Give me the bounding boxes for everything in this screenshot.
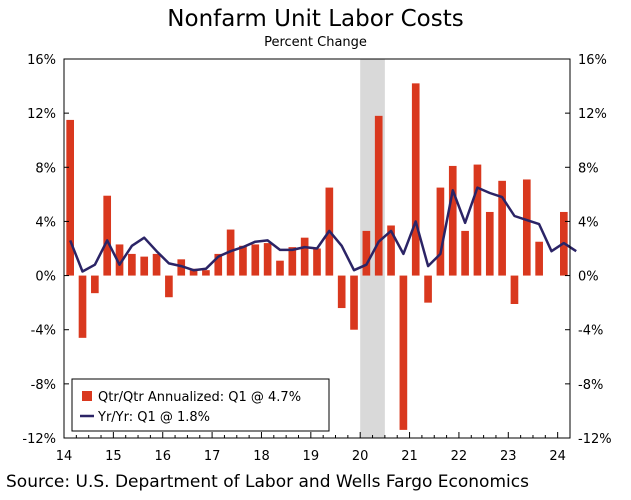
- bar: [399, 275, 408, 430]
- chart-title: Nonfarm Unit Labor Costs: [167, 6, 464, 32]
- x-axis: 14 15 16 17 18 19 20 21 22 23 24: [56, 432, 566, 464]
- bar: [263, 243, 272, 276]
- y-tick-label-left: 12%: [27, 107, 56, 122]
- bar-series: [66, 83, 568, 430]
- bar: [251, 244, 260, 276]
- bar: [78, 275, 87, 338]
- bar: [485, 211, 494, 276]
- bar: [140, 256, 149, 276]
- bar: [239, 245, 247, 276]
- bar: [177, 259, 186, 276]
- bar: [424, 275, 432, 303]
- x-tick-label: 23: [500, 449, 517, 464]
- bar: [313, 248, 321, 276]
- yoy-line: [69, 186, 577, 273]
- x-tick-label: 18: [253, 449, 270, 464]
- y-axis-left: 16% 12% 8% 4% 0% -4% -8% -12%: [22, 53, 69, 447]
- y-tick-label-left: 16%: [27, 53, 56, 68]
- x-tick-label: 17: [204, 449, 221, 464]
- y-tick-label-right: -4%: [578, 324, 603, 339]
- bar: [411, 83, 420, 276]
- bar: [436, 187, 445, 276]
- legend-box: [71, 378, 330, 432]
- bar: [276, 260, 284, 276]
- bar: [91, 275, 99, 294]
- source-note: Source: U.S. Department of Labor and Wel…: [6, 472, 529, 492]
- y-tick-label-left: 0%: [35, 270, 56, 285]
- x-tick-label: 14: [56, 449, 73, 464]
- x-tick-label: 20: [352, 449, 369, 464]
- bar: [535, 241, 543, 276]
- y-tick-label-left: -8%: [31, 378, 56, 393]
- bar: [66, 119, 74, 276]
- y-tick-label-right: 12%: [578, 107, 607, 122]
- bar: [387, 225, 395, 276]
- legend-label-bar: Qtr/Qtr Annualized: Q1 @ 4.7%: [98, 390, 301, 405]
- y-tick-label-right: -8%: [578, 378, 603, 393]
- y-tick-label-right: 16%: [578, 53, 607, 68]
- y-tick-label-right: -12%: [578, 432, 612, 447]
- y-tick-label-right: 8%: [578, 161, 599, 176]
- bar: [362, 230, 371, 276]
- bar: [189, 268, 198, 276]
- x-tick-label: 16: [154, 449, 171, 464]
- y-tick-label-left: -4%: [31, 324, 56, 339]
- bar: [202, 270, 210, 276]
- bar: [103, 195, 112, 276]
- y-tick-label-left: 4%: [35, 215, 56, 230]
- bar: [350, 275, 358, 330]
- bar: [337, 275, 346, 309]
- x-tick-label: 15: [105, 449, 122, 464]
- y-tick-label-right: 4%: [578, 215, 599, 230]
- bar: [461, 230, 469, 276]
- y-tick-label-right: 0%: [578, 270, 599, 285]
- bar: [128, 253, 136, 276]
- bar: [115, 244, 124, 276]
- plot-frame: [63, 58, 571, 439]
- bar: [498, 180, 506, 276]
- chart-subtitle: Percent Change: [264, 35, 367, 50]
- bar: [165, 275, 173, 298]
- bar: [522, 179, 531, 276]
- bar: [473, 164, 482, 276]
- bar: [374, 115, 383, 276]
- y-tick-label-left: -12%: [22, 432, 56, 447]
- bar: [510, 275, 519, 304]
- bar: [300, 237, 309, 276]
- bar: [152, 253, 161, 276]
- legend-swatch-bar: [82, 391, 92, 401]
- bar: [448, 165, 457, 276]
- x-tick-label: 21: [401, 449, 418, 464]
- x-tick-label: 24: [549, 449, 566, 464]
- bar: [214, 253, 223, 276]
- x-tick-label: 19: [303, 449, 320, 464]
- y-axis-right: 16% 12% 8% 4% 0% -4% -8% -12%: [565, 53, 612, 447]
- legend: Qtr/Qtr Annualized: Q1 @ 4.7% Yr/Yr: Q1 …: [71, 378, 330, 432]
- bar: [288, 247, 297, 276]
- legend-label-line: Yr/Yr: Q1 @ 1.8%: [97, 410, 210, 425]
- x-tick-label: 22: [451, 449, 468, 464]
- y-tick-label-left: 8%: [35, 161, 56, 176]
